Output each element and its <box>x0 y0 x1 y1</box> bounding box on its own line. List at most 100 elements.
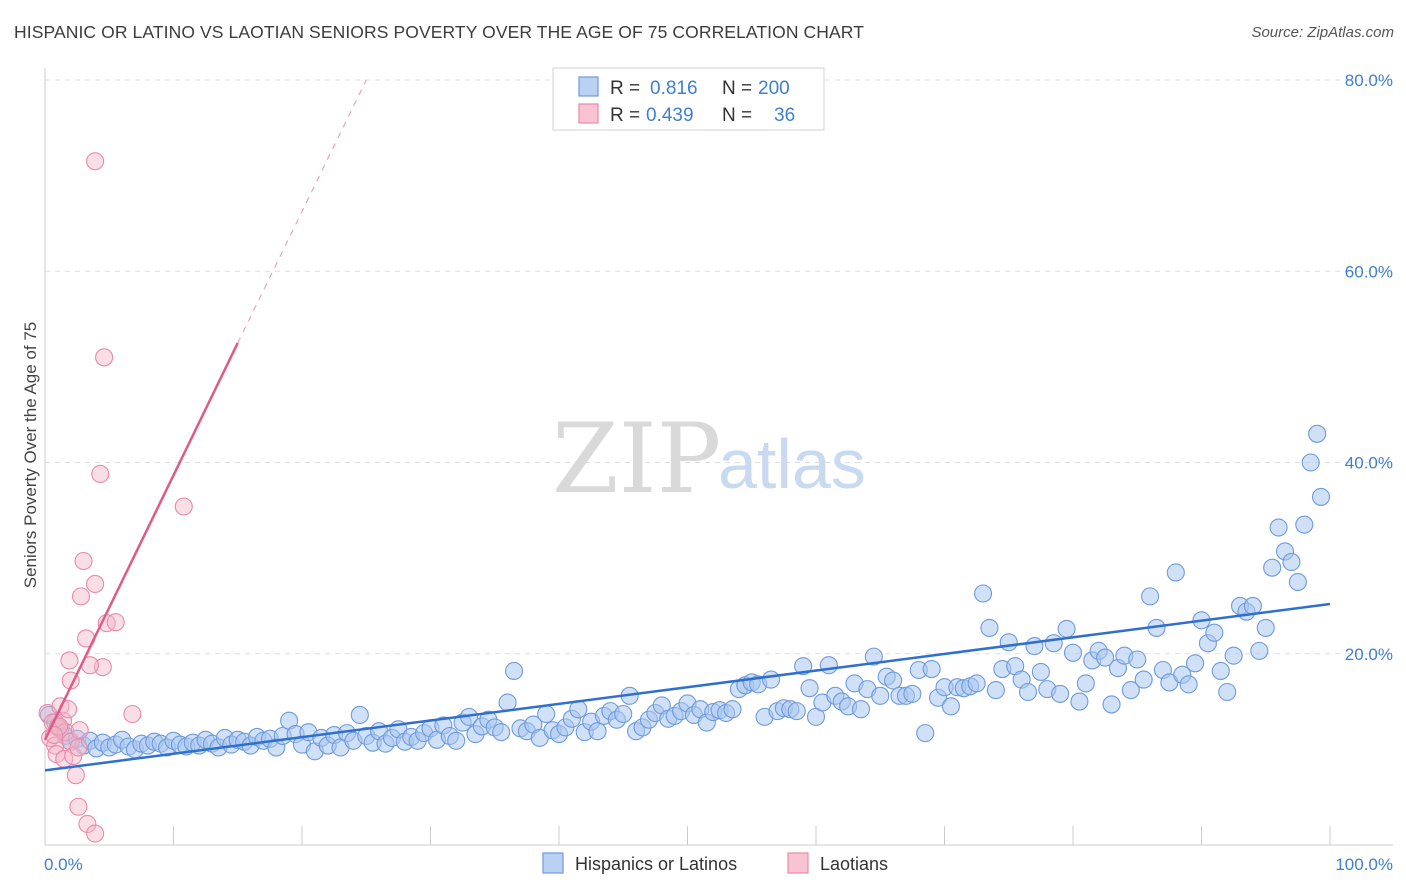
hispanic-point-170 <box>1128 650 1147 669</box>
hispanic-point-197 <box>1301 453 1320 472</box>
y-tick-label-1: 40.0% <box>1345 454 1393 473</box>
hispanic-point-90 <box>614 704 633 724</box>
hispanic-point-130 <box>871 686 890 705</box>
hispanic-point-148 <box>986 681 1005 700</box>
laotian-point-33 <box>123 704 142 724</box>
trend-lines <box>43 79 1331 772</box>
hispanic-point-78 <box>537 704 556 724</box>
laotian-point-25 <box>74 551 93 571</box>
y-tick-label-3: 80.0% <box>1345 71 1393 90</box>
hispanic-point-191 <box>1263 558 1282 577</box>
hispanic-point-196 <box>1295 515 1314 534</box>
hispanic-point-132 <box>884 671 903 690</box>
laotian-point-15 <box>78 814 97 834</box>
hispanic-point-135 <box>903 684 922 703</box>
hispanic-point-72 <box>498 693 517 712</box>
watermark-atlas: atlas <box>718 425 866 503</box>
hispanic-point-165 <box>1096 648 1115 667</box>
laotian-point-24 <box>86 574 105 593</box>
laotian-point-13 <box>66 766 85 785</box>
laotian-point-29 <box>174 497 193 516</box>
hispanic-point-107 <box>723 700 742 719</box>
hispanic-point-169 <box>1121 681 1140 700</box>
x-axis-tick-labels: 0.0% 100.0% <box>44 855 1393 874</box>
hispanic-point-183 <box>1211 661 1230 681</box>
hispanic-point-158 <box>1051 684 1070 703</box>
hispanic-point-155 <box>1031 662 1050 681</box>
laotian-point-35 <box>70 721 89 740</box>
hispanic-point-178 <box>1179 675 1198 694</box>
legend-n-label-1: N = <box>722 78 752 99</box>
legend-r-value-1: 0.816 <box>650 78 698 99</box>
hispanic-point-171 <box>1134 670 1153 689</box>
hispanic-point-153 <box>1018 682 1038 702</box>
legend-n-value-1: 200 <box>758 78 790 99</box>
laotian-point-31 <box>86 152 105 171</box>
hispanic-point-150 <box>999 633 1018 652</box>
hispanic-point-176 <box>1166 563 1185 582</box>
hispanic-point-49 <box>350 705 369 725</box>
hispanic-point-166 <box>1102 695 1121 714</box>
watermark-zip: ZIP <box>552 403 721 515</box>
trend-line-hispanics <box>44 602 1331 772</box>
laotian-point-23 <box>71 587 91 606</box>
legend-r-value-2: 0.439 <box>646 105 694 126</box>
x-tick-label-end: 100.0% <box>1335 855 1393 874</box>
hispanic-point-154 <box>1025 637 1044 656</box>
hispanic-point-86 <box>588 722 607 741</box>
x-tick-label-start: 0.0% <box>44 855 83 874</box>
hispanic-point-179 <box>1186 654 1205 673</box>
hispanic-point-157 <box>1044 634 1063 653</box>
trend-line-laotians-extension <box>237 79 367 344</box>
hispanic-point-129 <box>864 647 883 666</box>
legend-r-label-1: R = <box>610 78 640 99</box>
gridlines <box>45 79 1393 655</box>
hispanic-point-159 <box>1057 619 1076 638</box>
hispanic-point-172 <box>1141 587 1160 606</box>
hispanic-point-141 <box>941 697 960 716</box>
legend-r-label-2: R = <box>610 105 640 126</box>
hispanic-point-188 <box>1243 596 1262 615</box>
hispanic-point-194 <box>1282 552 1301 572</box>
hispanic-point-145 <box>967 674 986 693</box>
legend-swatch-blue <box>578 76 599 97</box>
hispanic-point-147 <box>980 618 999 637</box>
bottom-legend-swatch-pink <box>787 852 809 874</box>
hispanic-point-199 <box>1311 487 1331 506</box>
y-axis-tick-labels: 20.0% 40.0% 60.0% 80.0% <box>1345 71 1393 664</box>
hispanic-point-127 <box>851 700 871 719</box>
hispanic-point-117 <box>787 702 806 721</box>
hispanic-point-161 <box>1070 692 1089 711</box>
hispanic-point-137 <box>916 724 935 743</box>
hispanic-point-182 <box>1205 623 1224 642</box>
y-tick-label-0: 20.0% <box>1345 645 1393 664</box>
laotian-point-16 <box>86 824 105 843</box>
legend-n-value-2: 36 <box>774 105 795 126</box>
hispanic-point-71 <box>492 723 511 742</box>
correlation-legend: R = 0.816 N = 200 R = 0.439 N = 36 <box>552 67 825 131</box>
series-legend: Hispanics or Latinos Laotians <box>542 852 888 874</box>
hispanic-point-73 <box>504 661 524 681</box>
hispanic-point-138 <box>922 659 941 679</box>
laotian-point-30 <box>95 348 114 367</box>
laotian-point-27 <box>106 613 125 632</box>
laotian-point-14 <box>69 797 88 816</box>
hispanic-point-119 <box>800 679 819 698</box>
hispanic-point-190 <box>1256 618 1275 637</box>
source-credit: Source: ZipAtlas.com <box>1251 24 1394 41</box>
hispanic-point-64 <box>447 731 466 750</box>
trend-line-laotians <box>43 342 239 741</box>
x-axis-ticks <box>44 826 1331 845</box>
bottom-legend-label-hispanics: Hispanics or Latinos <box>575 854 737 874</box>
hispanic-point-160 <box>1063 643 1083 662</box>
hispanic-point-189 <box>1250 641 1269 660</box>
y-axis-label: Seniors Poverty Over the Age of 75 <box>21 322 40 588</box>
hispanic-point-184 <box>1218 682 1237 702</box>
hispanic-point-185 <box>1224 646 1243 665</box>
hispanic-point-146 <box>973 584 993 603</box>
hispanic-point-162 <box>1076 674 1095 693</box>
laotian-point-12 <box>64 747 83 766</box>
hispanic-point-195 <box>1288 572 1307 592</box>
laotian-point-20 <box>60 651 79 670</box>
bottom-legend-swatch-blue <box>542 852 564 874</box>
